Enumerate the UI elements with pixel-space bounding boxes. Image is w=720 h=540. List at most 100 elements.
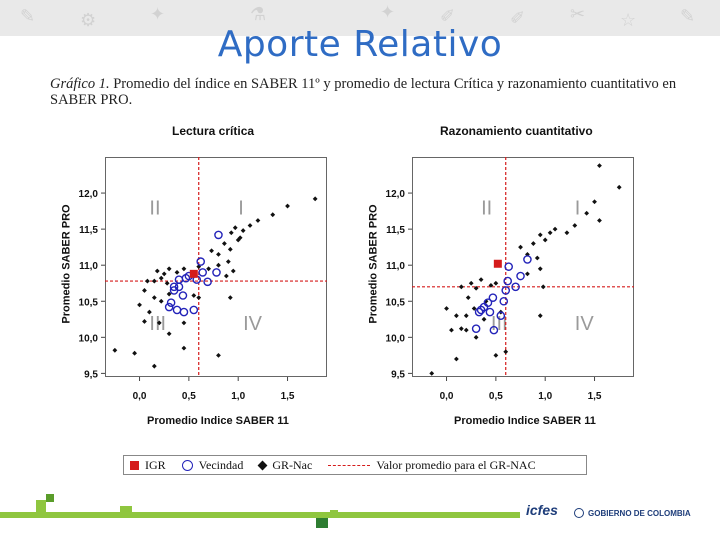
y-tick-label: 11,5 — [386, 225, 405, 236]
grnac-point — [530, 241, 536, 246]
vecindad-point — [203, 277, 212, 287]
slide-title: Aporte Relativo — [217, 24, 503, 65]
y-tick-label: 9,5 — [84, 369, 98, 380]
grnac-point — [164, 280, 170, 286]
legend-grnac: GR-Nac — [257, 458, 312, 473]
grnac-point — [473, 285, 479, 291]
grnac-point — [312, 196, 318, 202]
header-background: ✎ ⚙ ✦ ✐ ✂ ☆ ✎ ⚗ ✐ ✦ — [0, 0, 720, 36]
vecindad-point — [496, 311, 506, 320]
y-tick-label: 11,0 — [386, 261, 405, 272]
grnac-point — [158, 275, 164, 281]
grnac-point — [230, 268, 236, 274]
x-tick-label: 0,5 — [489, 391, 503, 402]
grnac-point — [158, 298, 164, 304]
grnac-point — [454, 313, 459, 319]
grnac-point — [270, 212, 276, 218]
footer-deco-block — [330, 510, 338, 518]
quadrant-label: IV — [243, 313, 263, 335]
star-icon: ✦ — [380, 2, 396, 23]
vecindad-point — [178, 291, 188, 300]
grnac-point — [534, 255, 540, 261]
vecindad-point — [501, 286, 511, 295]
grnac-point — [151, 278, 157, 284]
y-tick-label: 9,5 — [391, 369, 405, 380]
grnac-point — [503, 349, 509, 355]
grnac-point — [227, 246, 233, 252]
chart-title-razonamiento: Razonamiento cuantitativo — [440, 124, 593, 138]
footer-deco-block — [36, 500, 46, 512]
grnac-point — [537, 266, 543, 272]
vecindad-point — [489, 325, 499, 335]
colombia-shield-icon — [574, 508, 584, 518]
footer-deco-block — [120, 506, 132, 512]
grnac-point — [161, 271, 167, 277]
grnac-point — [232, 225, 238, 231]
grnac-point — [247, 223, 253, 228]
vecindad-point — [516, 271, 525, 281]
quadrant-label: III — [149, 313, 166, 335]
vecindad-point — [499, 296, 509, 306]
grnac-point — [518, 244, 523, 250]
grnac-point — [616, 184, 622, 190]
vecindad-point — [511, 282, 520, 292]
vecindad-point — [169, 282, 179, 292]
chart-legend: IGR Vecindad GR-Nac Valor promedio para … — [123, 455, 587, 475]
vecindad-point — [476, 305, 486, 315]
grnac-point — [542, 237, 548, 243]
x-tick-label: 0,0 — [440, 391, 454, 402]
x-tick-label: 0,0 — [133, 391, 147, 402]
icfes-logo: icfes — [526, 502, 558, 518]
grnac-point — [465, 295, 471, 301]
grnac-point — [572, 223, 578, 228]
y-axis-label-razonamiento: Promedio SABER PRO — [367, 204, 380, 324]
grnac-point — [458, 284, 464, 290]
grnac-point — [547, 230, 553, 236]
grnac-point — [458, 326, 464, 332]
grnac-point — [151, 363, 157, 369]
vecindad-point — [485, 307, 495, 317]
grnac-point — [154, 268, 160, 274]
grnac-point — [237, 235, 243, 241]
quadrant-label: III — [491, 313, 508, 335]
grnac-point — [468, 280, 474, 286]
grnac-point — [592, 199, 597, 205]
legend-promedio-label: Valor promedio para el GR-NAC — [376, 457, 536, 472]
grnac-point — [285, 203, 290, 209]
figure-caption: Gráfico 1. Promedio del índice en SABER … — [50, 76, 680, 108]
caption-label: Gráfico 1. — [50, 76, 110, 92]
grnac-point — [449, 327, 454, 333]
x-axis-label-lectura: Promedio Indice SABER 11 — [147, 415, 289, 427]
grnac-point — [142, 288, 147, 293]
grnac-point — [132, 350, 137, 356]
doodle-icon: ✎ — [20, 6, 36, 27]
grnac-point — [584, 210, 590, 216]
legend-igr-label: IGR — [145, 457, 166, 472]
vecindad-point — [164, 302, 174, 312]
grnac-point — [540, 284, 546, 290]
grnac-point — [255, 218, 261, 223]
pencil-icon: ✐ — [440, 6, 456, 27]
flask-icon: ⚗ — [250, 4, 267, 25]
vecindad-point — [471, 324, 481, 333]
footer-deco-block — [316, 518, 328, 528]
quadrant-label: II — [149, 198, 160, 220]
star-icon: ✦ — [150, 4, 166, 25]
chart-title-lectura: Lectura crítica — [172, 124, 255, 138]
y-tick-label: 10,0 — [79, 333, 99, 344]
black-diamond-icon — [257, 460, 268, 470]
grnac-point — [478, 277, 484, 283]
grnac-point — [537, 232, 543, 238]
grnac-point — [196, 295, 202, 301]
grnac-point — [525, 271, 530, 277]
gobierno-logo: GOBIERNO DE COLOMBIA — [574, 508, 691, 518]
grnac-point — [181, 345, 187, 351]
star-outline-icon: ☆ — [620, 10, 637, 31]
grnac-point — [174, 270, 180, 275]
vecindad-point — [474, 307, 484, 317]
grnac-point — [216, 251, 221, 257]
vecindad-point — [503, 276, 513, 286]
vecindad-point — [189, 305, 199, 315]
